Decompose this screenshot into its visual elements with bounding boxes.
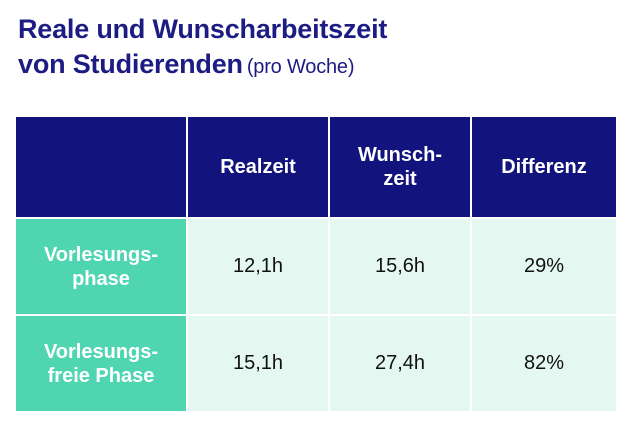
header-cell-wunschzeit: Wunsch-zeit	[330, 117, 472, 219]
header-cell-differenz: Differenz	[472, 117, 616, 219]
cell-realzeit: 12,1h	[188, 219, 330, 316]
row-label-vorlesungsphase: Vorlesungs-phase	[16, 219, 188, 316]
chart-title-line1: Reale und Wunscharbeitszeit	[18, 14, 388, 44]
header-cell-realzeit: Realzeit	[188, 117, 330, 219]
data-table: Realzeit Wunsch-zeit Differenz Vorlesung…	[16, 117, 616, 413]
cell-wunschzeit: 27,4h	[330, 316, 472, 413]
header-cell-empty	[16, 117, 188, 219]
cell-differenz: 82%	[472, 316, 616, 413]
chart-title-block: Reale und Wunscharbeitszeit von Studiere…	[18, 12, 387, 85]
cell-differenz: 29%	[472, 219, 616, 316]
table-row: Vorlesungs-phase 12,1h 15,6h 29%	[16, 219, 616, 316]
row-label-vorlesungsfreie-phase: Vorlesungs-freie Phase	[16, 316, 188, 413]
cell-wunschzeit: 15,6h	[330, 219, 472, 316]
chart-title-line2-text: von Studierenden	[18, 49, 243, 79]
table-header-row: Realzeit Wunsch-zeit Differenz	[16, 117, 616, 219]
cell-realzeit: 15,1h	[188, 316, 330, 413]
chart-subtitle: (pro Woche)	[246, 56, 355, 78]
table-row: Vorlesungs-freie Phase 15,1h 27,4h 82%	[16, 316, 616, 413]
chart-title-line2: von Studierenden (pro Woche)	[18, 47, 387, 85]
